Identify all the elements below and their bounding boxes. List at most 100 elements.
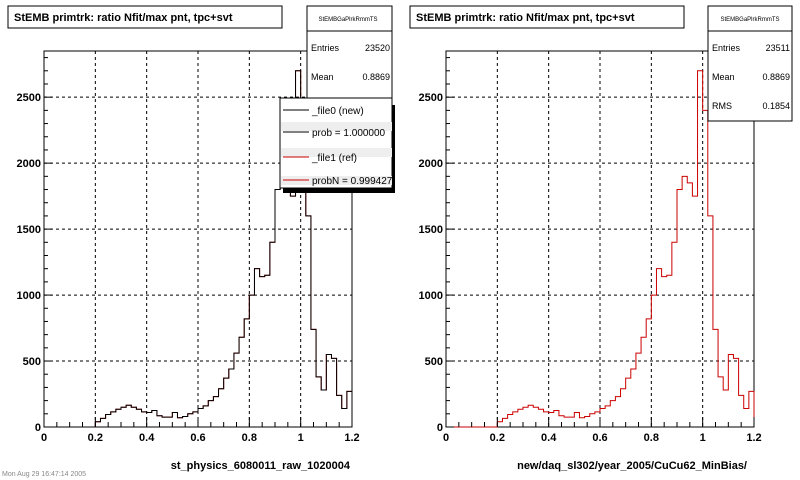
left-bin-0-52 bbox=[311, 329, 316, 427]
right-bin-0-45 bbox=[677, 190, 682, 427]
left-stats-box: StEMBGaPlrkRmmTS Entries 23520 Mean 0.88… bbox=[306, 5, 393, 112]
right-bin-0-38 bbox=[641, 337, 646, 427]
right-ytick-label-3: 1500 bbox=[419, 224, 443, 236]
legend-frame bbox=[279, 97, 393, 189]
right-bin-0-14 bbox=[518, 409, 523, 427]
right-bin-0-39 bbox=[646, 319, 651, 427]
right-ytick-label-5: 2500 bbox=[419, 92, 443, 104]
right-bin-0-15 bbox=[523, 407, 528, 427]
legend-label-new: _file0 (new) bbox=[311, 106, 364, 117]
left-bin-0-47 bbox=[285, 183, 290, 427]
right-xtick-label-0: 0 bbox=[443, 432, 449, 444]
right-title: StEMB primtrk: ratio Nfit/max pnt, tpc+s… bbox=[416, 12, 635, 24]
right-bin-0-46 bbox=[682, 176, 687, 427]
right-bin-0-37 bbox=[636, 353, 641, 427]
right-bin-0-26 bbox=[579, 418, 584, 427]
left-bin-0-26 bbox=[177, 418, 182, 427]
right-bin-0-24 bbox=[569, 417, 574, 427]
right-bin-0-10 bbox=[497, 422, 502, 427]
left-xtick-label-3: 0.6 bbox=[190, 432, 205, 444]
right-bin-0-41 bbox=[656, 269, 661, 427]
left-bin-0-10 bbox=[95, 422, 100, 427]
left-bin-0-30 bbox=[198, 409, 203, 427]
left-bin-0-42 bbox=[260, 277, 265, 427]
left-bin-0-48 bbox=[290, 196, 295, 427]
right-bin-0-51 bbox=[708, 216, 713, 427]
left-bin-0-46 bbox=[280, 176, 285, 427]
right-bin-0-21 bbox=[554, 411, 559, 427]
legend-band-2 bbox=[281, 148, 392, 157]
left-bin-0-11 bbox=[100, 418, 105, 427]
left-xtick-label-6: 1.2 bbox=[344, 432, 359, 444]
right-bin-0-34 bbox=[621, 389, 626, 427]
left-bin-0-58 bbox=[342, 409, 347, 427]
right-bin-0-35 bbox=[626, 378, 631, 427]
left-stats-frame bbox=[306, 5, 393, 112]
right-bin-0-16 bbox=[528, 405, 533, 427]
right-bin-0-44 bbox=[672, 242, 677, 427]
right-xtick-label-4: 0.8 bbox=[644, 432, 659, 444]
right-xtick-label-1: 0.2 bbox=[490, 432, 505, 444]
left-title-box bbox=[7, 5, 283, 29]
left-legend: _file0 (new) prob = 1.000000 _file1 (ref… bbox=[279, 97, 395, 193]
left-xtick-label-5: 1 bbox=[298, 432, 304, 444]
left-bin-0-44 bbox=[270, 242, 275, 427]
right-title-box bbox=[409, 5, 685, 29]
left-bin-0-45 bbox=[275, 190, 280, 427]
left-ytick-label-4: 2000 bbox=[17, 158, 41, 170]
left-bin-0-25 bbox=[172, 412, 177, 427]
right-bin-0-58 bbox=[744, 409, 749, 427]
right-xtick-label-3: 0.6 bbox=[592, 432, 607, 444]
left-bin-0-35 bbox=[224, 378, 229, 427]
right-bin-0-31 bbox=[605, 406, 610, 427]
right-xticklabels: 0 0.2 0.4 0.6 0.8 1 1.2 bbox=[443, 432, 762, 444]
right-stats-rms-value: 0.1854 bbox=[762, 101, 790, 111]
left-stats-entries-value: 23520 bbox=[365, 43, 390, 53]
left-bin-0-37 bbox=[234, 353, 239, 427]
left-xticklabels: 0 0.2 0.4 0.6 0.8 1 1.2 bbox=[41, 432, 360, 444]
right-bin-0-42 bbox=[662, 277, 667, 427]
left-bin-0-56 bbox=[331, 358, 336, 427]
right-stats-mean-value: 0.8869 bbox=[762, 72, 790, 82]
right-xtick-label-5: 1 bbox=[700, 432, 706, 444]
legend-band-3 bbox=[281, 176, 392, 185]
left-bin-0-14 bbox=[116, 409, 121, 427]
left-bin-0-21 bbox=[152, 411, 157, 427]
left-bin-0-53 bbox=[316, 377, 321, 427]
left-bin-0-36 bbox=[229, 369, 234, 427]
right-bin-0-23 bbox=[564, 417, 569, 427]
right-bin-0-19 bbox=[544, 412, 549, 427]
left-yticklabels: 0 500 1000 1500 2000 2500 bbox=[17, 92, 41, 434]
right-stats-frame bbox=[707, 5, 793, 122]
left-xlabel: st_physics_6080011_raw_1020004 bbox=[171, 460, 351, 472]
legend-label-probn: probN = 0.999427 bbox=[312, 176, 393, 187]
right-bin-0-25 bbox=[574, 412, 579, 427]
right-bin-0-49 bbox=[698, 71, 703, 427]
left-bin-0-51 bbox=[306, 216, 311, 427]
left-bin-0-54 bbox=[321, 390, 326, 427]
left-bin-0-20 bbox=[147, 412, 152, 427]
right-xtick-label-2: 0.4 bbox=[541, 432, 557, 444]
left-xtick-label-4: 0.8 bbox=[242, 432, 257, 444]
left-xtick-label-1: 0.2 bbox=[88, 432, 103, 444]
left-bin-0-34 bbox=[219, 389, 224, 427]
left-bin-0-16 bbox=[126, 405, 131, 427]
right-ytick-label-0: 0 bbox=[437, 422, 443, 434]
left-xtick-label-0: 0 bbox=[41, 432, 47, 444]
left-stats-mean-label: Mean bbox=[311, 72, 334, 82]
right-xlabel: new/daq_sl302/year_2005/CuCu62_MinBias/ bbox=[517, 460, 747, 472]
right-series-0 bbox=[446, 70, 755, 428]
legend-label-prob: prob = 1.000000 bbox=[312, 128, 386, 139]
right-bin-0-18 bbox=[538, 409, 543, 427]
right-bin-0-52 bbox=[713, 329, 718, 427]
right-bin-0-55 bbox=[728, 354, 733, 427]
left-ytick-label-5: 2500 bbox=[17, 92, 41, 104]
right-bin-0-29 bbox=[595, 412, 600, 427]
left-stats-entries-label: Entries bbox=[311, 43, 340, 53]
right-bin-0-30 bbox=[600, 409, 605, 427]
right-bin-0-20 bbox=[549, 412, 554, 427]
left-ytick-label-2: 1000 bbox=[17, 290, 41, 302]
left-grid bbox=[44, 51, 352, 427]
right-bin-0-13 bbox=[513, 412, 518, 427]
right-bin-0-43 bbox=[667, 275, 672, 427]
